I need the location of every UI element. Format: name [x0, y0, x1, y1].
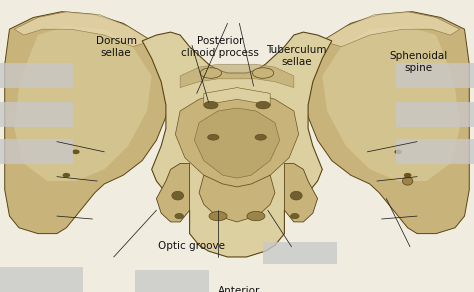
Bar	[396, 139, 474, 164]
Ellipse shape	[291, 213, 299, 219]
Polygon shape	[5, 12, 171, 234]
Polygon shape	[142, 32, 332, 257]
Circle shape	[63, 173, 70, 178]
Ellipse shape	[256, 101, 270, 109]
Ellipse shape	[209, 211, 227, 221]
Ellipse shape	[208, 134, 219, 140]
Text: Tuberculum
sellae: Tuberculum sellae	[266, 45, 327, 67]
Polygon shape	[156, 164, 190, 222]
Bar	[0, 63, 73, 88]
Polygon shape	[204, 88, 270, 105]
Polygon shape	[180, 64, 294, 88]
Bar	[396, 102, 474, 127]
Ellipse shape	[253, 68, 274, 78]
Text: Optic groove: Optic groove	[158, 241, 226, 251]
Ellipse shape	[290, 191, 302, 200]
Ellipse shape	[247, 211, 265, 221]
Text: Dorsum
sellae: Dorsum sellae	[96, 36, 137, 58]
Ellipse shape	[255, 134, 266, 140]
Ellipse shape	[175, 213, 183, 219]
Polygon shape	[284, 164, 318, 222]
Ellipse shape	[172, 191, 184, 200]
Polygon shape	[322, 26, 460, 181]
Circle shape	[394, 150, 402, 154]
Circle shape	[404, 173, 411, 178]
Polygon shape	[199, 175, 275, 222]
Bar	[396, 63, 474, 88]
Text: Anterior
clinoid process: Anterior clinoid process	[201, 286, 278, 292]
Ellipse shape	[204, 101, 218, 109]
Circle shape	[72, 150, 80, 154]
Polygon shape	[303, 12, 469, 234]
Bar	[0, 267, 83, 292]
Polygon shape	[194, 108, 280, 178]
Bar	[0, 139, 73, 164]
Bar	[0, 102, 73, 127]
Text: Sphenoidal
spine: Sphenoidal spine	[389, 51, 447, 73]
Bar	[135, 270, 209, 292]
Bar	[263, 242, 337, 264]
Ellipse shape	[200, 68, 221, 78]
Polygon shape	[322, 12, 460, 47]
Polygon shape	[175, 91, 299, 190]
Ellipse shape	[402, 177, 413, 185]
Text: Posterior
clinoid process: Posterior clinoid process	[182, 36, 259, 58]
Polygon shape	[14, 12, 152, 47]
Polygon shape	[14, 26, 152, 181]
